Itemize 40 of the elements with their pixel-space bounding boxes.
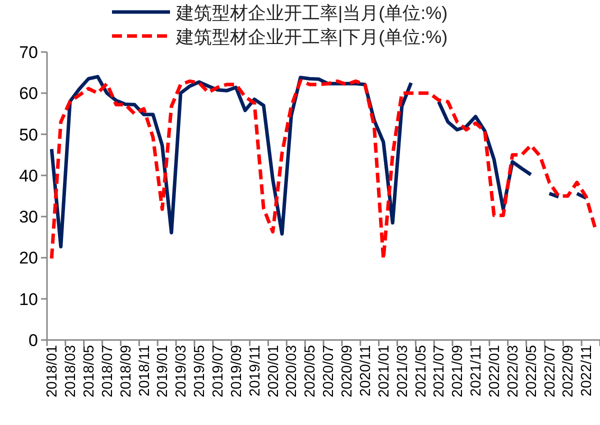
y-tick-label: 10 [19, 290, 38, 309]
x-tick-label: 2020/09 [340, 345, 356, 398]
x-tick-label: 2018/05 [81, 345, 98, 398]
x-tick-label: 2021/07 [432, 345, 448, 398]
x-tick-label: 2022/05 [524, 345, 540, 398]
x-tick-label: 2019/05 [192, 345, 208, 398]
y-tick-label: 20 [19, 248, 38, 268]
x-tick-label: 2018/01 [44, 345, 61, 398]
x-tick-label: 2020/01 [266, 345, 282, 398]
x-tick-label: 2021/01 [376, 345, 392, 398]
x-tick-label: 2021/03 [394, 345, 411, 398]
x-tick-label: 2018/11 [136, 345, 153, 396]
x-tick-label: 2019/09 [228, 345, 245, 398]
x-tick-label: 2018/03 [63, 345, 80, 398]
legend-label: 建筑型材企业开工率|下月(单位:%) [175, 27, 448, 47]
x-tick-label: 2020/11 [358, 345, 374, 396]
x-tick-label: 2020/03 [284, 345, 300, 398]
y-tick-label: 60 [19, 84, 38, 104]
x-tick-label: 2022/01 [487, 345, 504, 398]
x-tick-label: 2019/07 [210, 345, 227, 398]
x-tick-label: 2022/03 [505, 345, 522, 398]
x-tick-label: 2021/09 [450, 345, 466, 398]
y-tick-label: 50 [19, 125, 38, 144]
x-tick-label: 2019/03 [174, 345, 190, 398]
x-tick-label: 2020/05 [302, 345, 319, 398]
y-tick-label: 40 [19, 166, 38, 186]
y-tick-label: 30 [19, 208, 38, 227]
x-tick-label: 2018/09 [118, 345, 134, 398]
x-tick-label: 2021/11 [468, 345, 485, 396]
x-tick-label: 2022/07 [542, 345, 558, 398]
x-tick-label: 2022/09 [560, 345, 577, 398]
x-tick-label: 2019/01 [155, 345, 172, 398]
y-tick-label: 0 [28, 331, 38, 350]
legend-label: 建筑型材企业开工率|当月(单位:%) [175, 3, 448, 23]
x-tick-label: 2020/07 [321, 345, 338, 398]
y-tick-label: 70 [19, 43, 38, 62]
x-tick-label: 2022/11 [579, 345, 596, 396]
x-tick-label: 2018/07 [100, 345, 116, 398]
x-tick-label: 2019/11 [247, 345, 264, 396]
x-tick-label: 2021/05 [413, 345, 430, 398]
